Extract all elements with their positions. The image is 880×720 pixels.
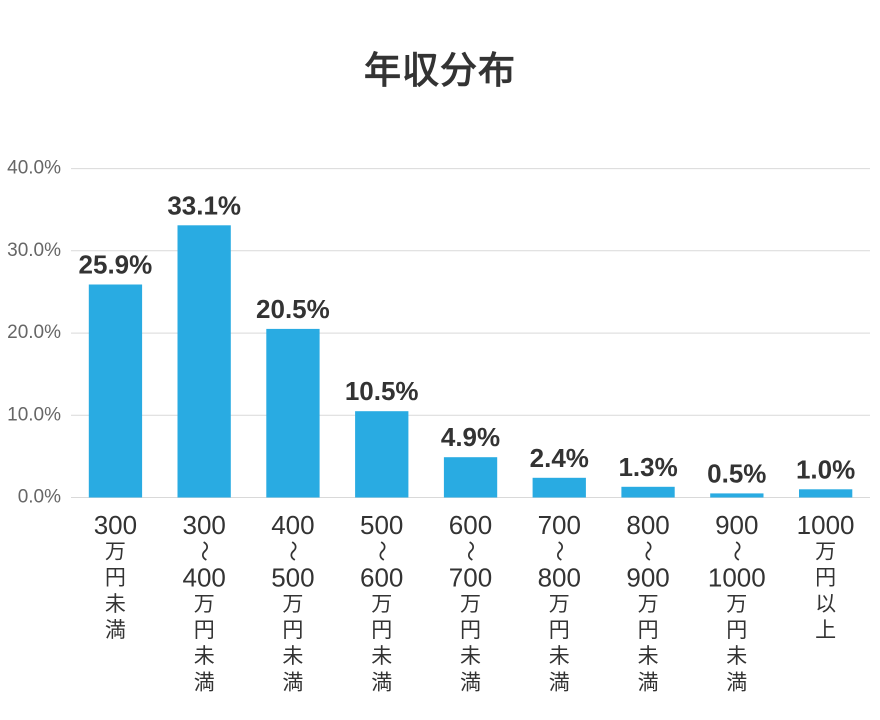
svg-text:満: 満 [549,671,570,694]
svg-text:円: 円 [105,567,126,590]
svg-text:万: 万 [282,593,303,616]
svg-text:20.0%: 20.0% [7,322,61,343]
svg-text:未: 未 [194,645,215,668]
svg-text:1.3%: 1.3% [618,452,677,482]
svg-text:〜: 〜 [280,541,303,562]
svg-text:円: 円 [549,619,570,642]
svg-text:円: 円 [726,619,747,642]
svg-text:〜: 〜 [636,541,659,562]
svg-text:万: 万 [194,593,215,616]
svg-text:700: 700 [449,562,492,592]
svg-text:〜: 〜 [192,541,215,562]
svg-text:未: 未 [371,645,392,668]
svg-text:0.5%: 0.5% [707,458,766,488]
svg-text:4.9%: 4.9% [441,422,500,452]
svg-text:〜: 〜 [724,541,747,562]
svg-text:未: 未 [460,645,481,668]
svg-text:上: 上 [815,619,836,642]
svg-text:満: 満 [105,619,126,642]
svg-text:円: 円 [815,567,836,590]
svg-text:2.4%: 2.4% [530,443,589,473]
svg-text:25.9%: 25.9% [79,250,153,280]
svg-text:満: 満 [726,671,747,694]
svg-text:1000: 1000 [797,510,855,540]
svg-text:円: 円 [282,619,303,642]
svg-text:以: 以 [815,593,836,616]
svg-text:300: 300 [94,510,137,540]
svg-text:600: 600 [360,562,403,592]
svg-text:900: 900 [626,562,669,592]
svg-text:未: 未 [105,593,126,616]
svg-text:1.0%: 1.0% [796,454,855,484]
svg-text:800: 800 [538,562,581,592]
svg-text:円: 円 [460,619,481,642]
svg-text:500: 500 [360,510,403,540]
svg-text:400: 400 [183,562,226,592]
svg-text:30.0%: 30.0% [7,240,61,261]
svg-text:未: 未 [282,645,303,668]
svg-text:万: 万 [371,593,392,616]
svg-text:800: 800 [626,510,669,540]
svg-text:万: 万 [726,593,747,616]
svg-text:万: 万 [815,540,836,563]
svg-text:満: 満 [282,671,303,694]
svg-text:万: 万 [638,593,659,616]
svg-text:満: 満 [460,671,481,694]
svg-text:〜: 〜 [547,541,570,562]
svg-text:600: 600 [449,510,492,540]
svg-text:万: 万 [460,593,481,616]
svg-text:満: 満 [638,671,659,694]
svg-text:10.0%: 10.0% [7,404,61,425]
svg-text:0.0%: 0.0% [18,487,61,508]
svg-text:900: 900 [715,510,758,540]
svg-text:33.1%: 33.1% [167,190,241,220]
svg-text:満: 満 [371,671,392,694]
svg-text:未: 未 [726,645,747,668]
svg-text:40.0%: 40.0% [7,158,61,179]
svg-text:万: 万 [105,540,126,563]
svg-text:700: 700 [538,510,581,540]
svg-text:円: 円 [638,619,659,642]
svg-text:満: 満 [194,671,215,694]
svg-text:400: 400 [271,510,314,540]
svg-text:〜: 〜 [458,541,481,562]
svg-text:未: 未 [549,645,570,668]
svg-text:未: 未 [638,645,659,668]
svg-text:万: 万 [549,593,570,616]
svg-text:円: 円 [194,619,215,642]
svg-text:円: 円 [371,619,392,642]
svg-text:〜: 〜 [369,541,392,562]
svg-text:20.5%: 20.5% [256,294,330,324]
svg-text:500: 500 [271,562,314,592]
svg-text:300: 300 [183,510,226,540]
svg-text:10.5%: 10.5% [345,376,419,406]
svg-text:1000: 1000 [708,562,766,592]
